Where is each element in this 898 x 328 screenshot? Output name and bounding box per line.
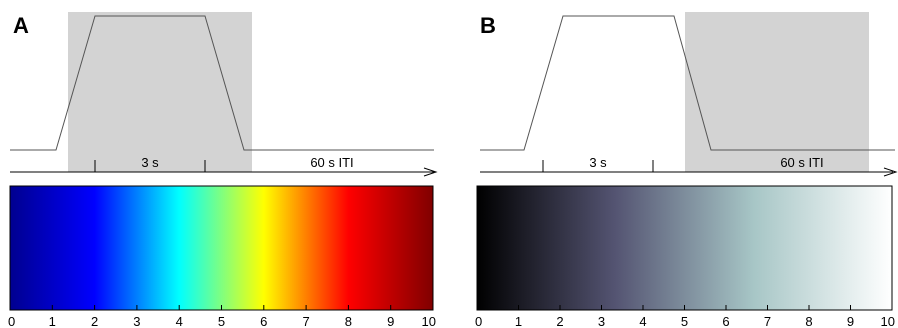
colorbar-tick-label: 10 — [881, 314, 895, 328]
colorbar-tick-label: 0 — [475, 314, 482, 328]
panel-a-letter: A — [13, 13, 29, 38]
panel-b-iti-label: 60 s ITI — [780, 155, 823, 170]
colorbar-tick-label: 6 — [260, 314, 267, 328]
colorbar-tick-label: 1 — [49, 314, 56, 328]
panel-a-duration-label: 3 s — [141, 155, 159, 170]
panel-a-iti-label: 60 s ITI — [310, 155, 353, 170]
colorbar-tick-label: 2 — [91, 314, 98, 328]
colorbar-tick-label: 4 — [639, 314, 646, 328]
panel-b-duration-label: 3 s — [589, 155, 607, 170]
colorbar-tick-label: 7 — [764, 314, 771, 328]
colorbar-tick-label: 9 — [847, 314, 854, 328]
colorbar-tick-label: 9 — [387, 314, 394, 328]
colorbar-tick-label: 8 — [345, 314, 352, 328]
colorbar-tick-label: 5 — [218, 314, 225, 328]
panel-b: B 3 s 60 s ITI 0 1 2 3 4 5 6 7 8 9 10 — [475, 12, 898, 328]
panel-b-iti-shade — [685, 12, 869, 172]
panel-a-axis-arrow — [423, 167, 438, 177]
colorbar-tick-label: 1 — [515, 314, 522, 328]
panel-b-colorbar — [476, 185, 893, 311]
colorbar-tick-label: 3 — [598, 314, 605, 328]
colorbar-tick-label: 2 — [556, 314, 563, 328]
panel-b-stimulus-trace — [480, 15, 895, 151]
colorbar-tick-label: 3 — [133, 314, 140, 328]
colorbar-tick-label: 8 — [805, 314, 812, 328]
panel-a-stimulus-trace — [10, 15, 434, 151]
panel-a-stimulus-shade — [68, 12, 252, 172]
colorbar-tick-label: 6 — [722, 314, 729, 328]
panel-b-axis-arrow — [883, 167, 898, 177]
panel-a: A 3 s 60 s ITI 0 1 2 3 4 5 6 7 8 9 10 — [8, 12, 438, 328]
panel-b-letter: B — [480, 13, 496, 38]
colorbar-tick-label: 7 — [302, 314, 309, 328]
colorbar-tick-label: 5 — [681, 314, 688, 328]
panel-a-colorbar — [9, 185, 434, 311]
panel-a-colorbar-scale: 0 1 2 3 4 5 6 7 8 9 10 — [8, 305, 436, 328]
colorbar-tick-label: 10 — [422, 314, 436, 328]
panel-b-colorbar-scale: 0 1 2 3 4 5 6 7 8 9 10 — [475, 305, 895, 328]
colorbar-tick-label: 0 — [8, 314, 15, 328]
colorbar-tick-label: 4 — [176, 314, 183, 328]
